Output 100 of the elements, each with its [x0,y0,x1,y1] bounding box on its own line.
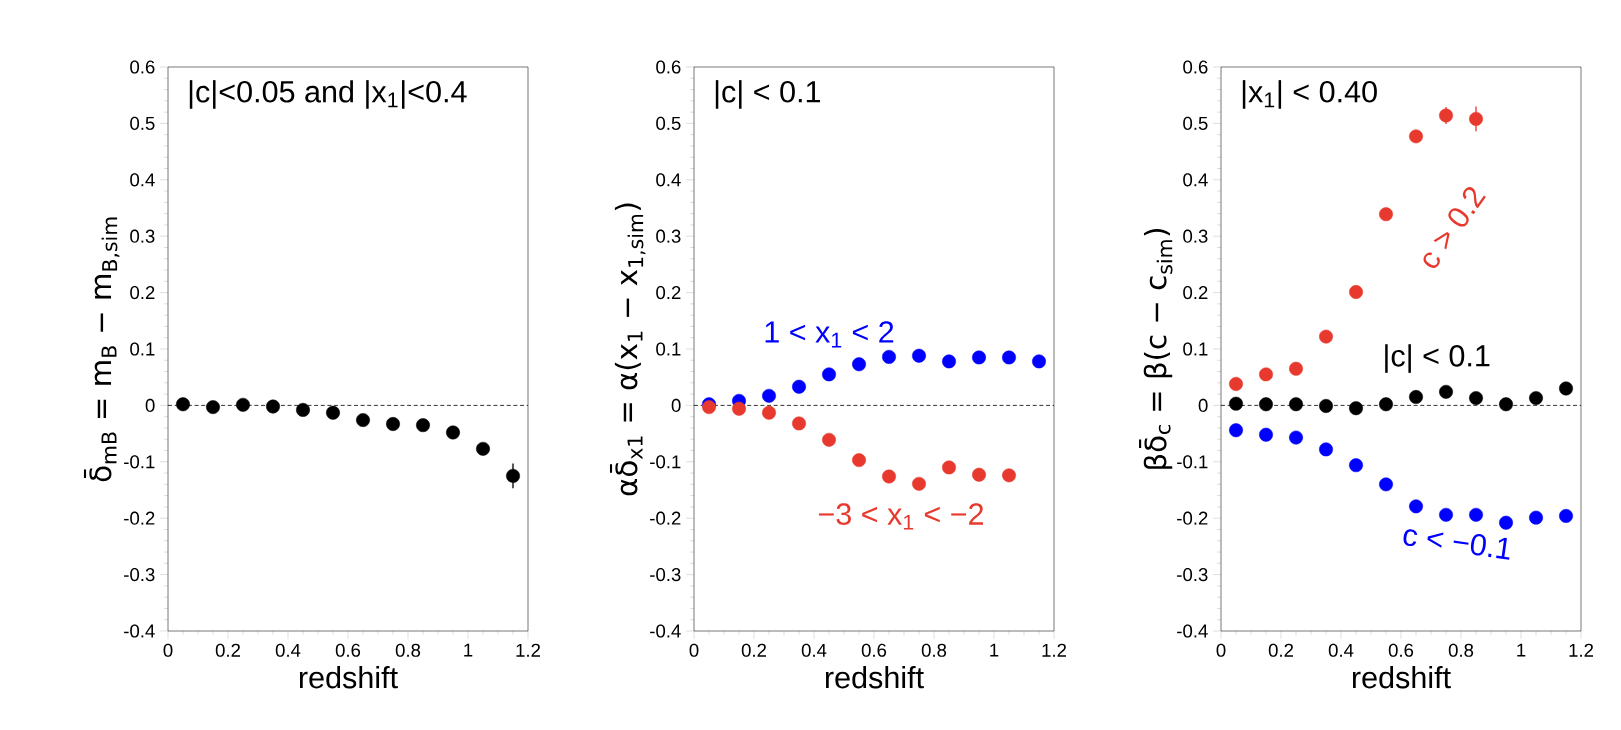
point [1349,285,1363,299]
y-tick-label: 0 [145,398,155,412]
point [1409,390,1423,404]
x-tick-label: 0.2 [741,643,767,657]
point [1259,367,1273,382]
y-tick-label: 0.1 [130,342,155,356]
y-axis-title: βδ̄$_{c}$ = β(c − c$_{sim}$) [1139,228,1173,469]
y-tick-label: -0.1 [1177,455,1208,469]
chart-title: |x$_{1}$| < 0.40 [1242,80,1377,109]
point [1439,384,1453,399]
y-tick-label: -0.4 [1177,624,1208,638]
point [356,413,370,427]
point [792,379,806,394]
point [416,418,430,433]
y-tick-label: -0.1 [124,455,155,469]
x-tick-label: 0.8 [1448,643,1474,657]
x-tick-label: 0.6 [861,643,887,657]
y-tick-label: 0.1 [1183,342,1208,356]
x-axis-title: redshift [1352,665,1451,689]
point [822,432,836,447]
y-axis-title: αδ̄$_{x1}$ = α(x$_{1}$ − x$_{1,sim}$) [609,203,646,496]
text: c < −0.1 [1403,529,1510,560]
point [1559,509,1573,523]
point [882,349,896,364]
point [326,405,340,420]
y-tick-label: 0.1 [656,342,681,356]
point [1379,477,1393,492]
point [852,453,866,468]
point [1529,391,1543,405]
x-tick-label: 0 [1216,643,1226,657]
point [912,348,926,363]
point [1319,399,1333,413]
point [1439,108,1453,123]
point [1259,397,1273,412]
y-tick-label: 0.6 [656,60,681,74]
y-tick-label: 0.5 [656,116,681,130]
y-tick-label: 0.5 [1183,116,1208,130]
x-tick-label: 1.2 [1042,643,1067,657]
point [386,417,400,431]
series-label: |c| < 0.1 [1385,344,1490,373]
point [1289,361,1303,376]
point [1499,397,1513,412]
point [1002,468,1016,483]
point [1409,499,1423,514]
y-tick-label: -0.2 [650,511,681,525]
y-tick-label: 0.4 [130,173,155,187]
point [1499,515,1513,530]
point [792,416,806,431]
point [296,402,310,417]
point [1319,329,1333,344]
text: c > 0.2 [1423,187,1486,268]
point [972,467,986,482]
y-tick-label: 0.2 [1183,285,1208,300]
point [942,460,956,475]
x-tick-label: 1.2 [516,643,541,657]
y-tick-label: 0.4 [1183,173,1208,187]
series-label: −3 < x$_{1}$ < −2 [818,503,984,530]
point [1289,430,1303,445]
x-tick-label: 1 [464,643,473,657]
point [1259,427,1273,442]
y-tick-label: 0.3 [1183,229,1208,243]
y-tick-label: -0.1 [650,455,681,469]
y-tick-label: -0.4 [650,624,681,638]
x-tick-label: 0.4 [275,643,301,657]
point [1349,458,1363,473]
x-tick-label: 0.6 [335,643,361,657]
point [1229,396,1243,411]
y-tick-label: 0.6 [130,60,155,74]
y-tick-label: 0.4 [656,173,681,187]
chart-title: |c|<0.05 and |x$_{1}$|<0.4 [189,80,467,109]
point [1229,377,1243,391]
chart-title: |c| < 0.1 [715,80,821,109]
point [176,397,190,412]
point [1559,381,1573,396]
point [206,400,220,415]
point [506,468,520,483]
point [1349,401,1363,416]
y-tick-label: -0.4 [124,624,155,638]
point [1319,442,1333,457]
x-tick-label: 0 [689,643,699,657]
point [1379,397,1393,412]
point [852,357,866,372]
y-axis-title: δ̄$_{mB}$ = m$_{B}$ − m$_{B,sim}$ [83,217,120,482]
y-tick-label: 0 [1198,398,1208,412]
point [236,397,250,412]
point [266,399,280,414]
point [762,405,776,420]
x-tick-label: 0.4 [1328,643,1354,657]
series-label: 1 < x$_{1}$ < 2 [765,321,894,348]
y-tick-label: 0.3 [130,229,155,243]
point [822,367,836,382]
point [1002,350,1016,365]
point [1229,423,1243,438]
y-tick-label: -0.3 [124,568,155,582]
point [476,441,490,456]
x-tick-label: 0.6 [1388,643,1414,657]
x-tick-label: 0.2 [1268,643,1294,657]
y-tick-label: 0.5 [130,116,155,130]
y-tick-label: -0.2 [1177,511,1208,525]
x-tick-label: 0 [163,643,173,657]
